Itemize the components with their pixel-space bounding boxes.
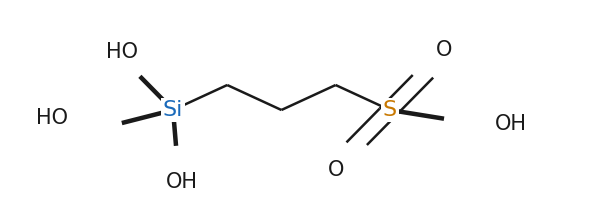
Text: O: O <box>327 160 344 180</box>
Text: S: S <box>383 100 397 120</box>
Text: Si: Si <box>163 100 183 120</box>
Text: OH: OH <box>166 172 198 192</box>
Text: O: O <box>436 40 452 60</box>
Text: OH: OH <box>495 114 527 134</box>
Text: HO: HO <box>106 42 138 62</box>
Text: HO: HO <box>36 108 68 128</box>
